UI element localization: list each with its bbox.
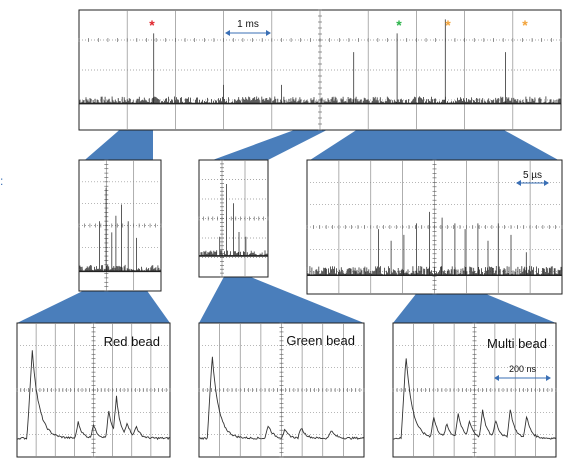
signal-trace [16,350,171,441]
panel-title: Green bead [286,333,355,348]
mid-right-scope-panel [306,159,563,295]
arrow-left-head [225,30,230,36]
mid-left-scope-panel [78,159,162,292]
arrow-left-head [516,180,521,186]
event-marker: * [396,17,402,33]
panel-title: Red bead [104,334,160,349]
bottom-right-scale-arrow: 200 ns [494,364,551,381]
arrow-left-head [494,375,499,381]
scale-label: 1 ms [237,19,259,30]
bottom-left-scope-panel [16,322,171,458]
event-marker: * [522,17,528,33]
top-scale-arrow: 1 ms [225,19,271,36]
event-marker: * [445,17,451,33]
event-marker: * [149,17,155,33]
panel-title: Multi bead [487,336,547,351]
bottom-center-scope-panel [198,322,365,458]
connector-mid-center-to-bottom [199,271,364,323]
edge-glyph: : [0,174,3,188]
arrow-right-head [266,30,271,36]
signal-trace [78,187,162,272]
arrow-right-head [546,375,551,381]
signal-trace [198,356,365,440]
scale-label: 200 ns [509,364,537,374]
bottom-right-scope-panel [392,322,557,458]
arrow-right-head [544,180,549,186]
signal-trace [393,358,557,440]
mid-right-scale-arrow: 5 µs [516,170,549,186]
top-scope-panel [78,9,562,131]
mid-center-scope-panel [198,159,269,278]
scale-label: 5 µs [523,170,542,181]
